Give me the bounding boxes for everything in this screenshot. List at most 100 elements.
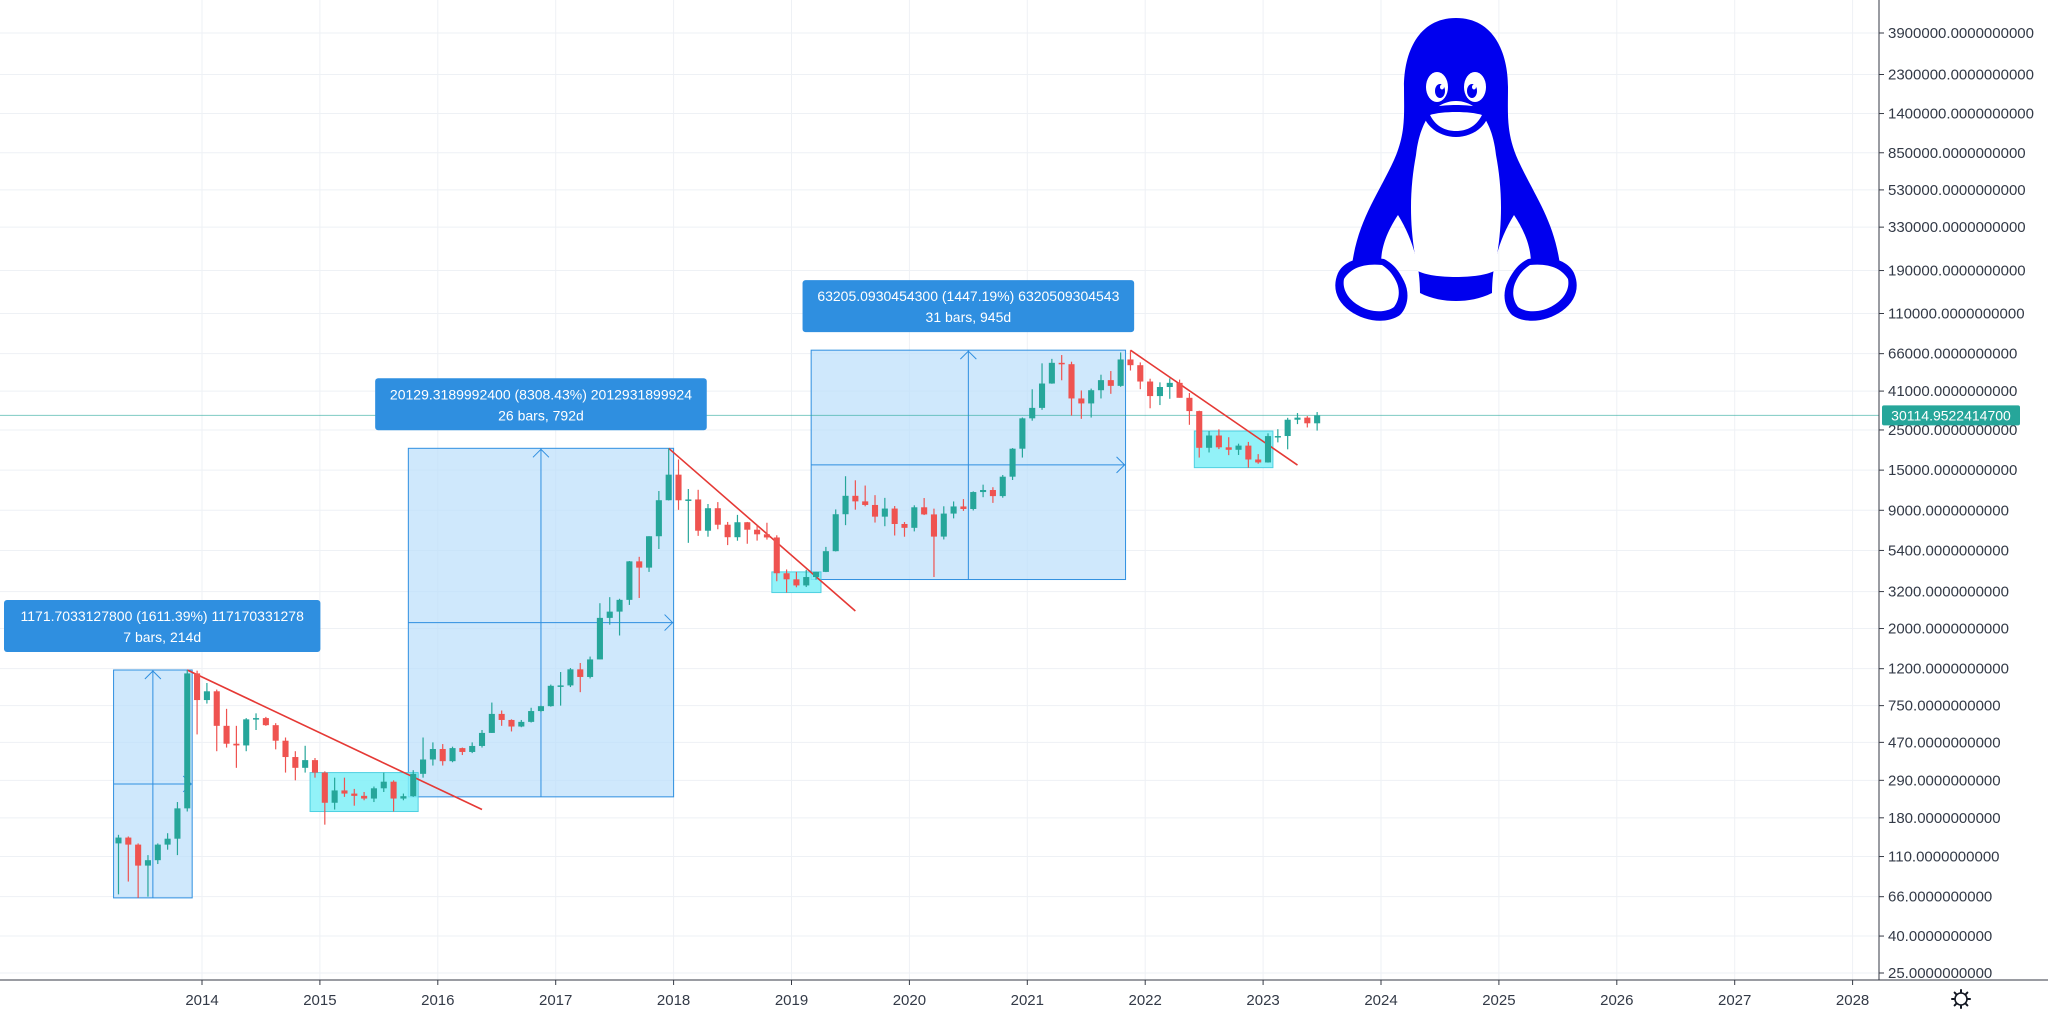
candle bbox=[380, 772, 387, 792]
candle-body bbox=[528, 711, 535, 722]
candle bbox=[793, 571, 800, 588]
candle-body bbox=[1225, 447, 1232, 450]
candle-body bbox=[223, 725, 230, 744]
price-tick-label: 180.0000000000 bbox=[1888, 810, 2001, 827]
price-tick-label: 330000.0000000000 bbox=[1888, 219, 2026, 236]
candle bbox=[734, 514, 741, 541]
last-price-tag: 30114.9522414700 bbox=[1882, 405, 2020, 426]
candle bbox=[695, 489, 702, 536]
candle-body bbox=[1186, 397, 1193, 412]
candle-body bbox=[940, 513, 947, 537]
candle bbox=[144, 855, 152, 897]
candle-body bbox=[272, 725, 279, 741]
candle bbox=[960, 499, 967, 511]
candle bbox=[498, 710, 505, 726]
candle-body bbox=[793, 579, 800, 586]
candle bbox=[203, 683, 210, 704]
candle bbox=[940, 506, 947, 540]
price-axis[interactable]: 3900000.0000000000 2300000.0000000000 1400… bbox=[1878, 0, 2048, 982]
price-tick-label: 5400.0000000000 bbox=[1888, 542, 2009, 559]
price-tick-label: 750.0000000000 bbox=[1888, 698, 2001, 715]
arrow-head-right bbox=[664, 614, 674, 631]
candle-body bbox=[144, 860, 152, 866]
candle-body bbox=[311, 760, 319, 773]
price-tick-label: 530000.0000000000 bbox=[1888, 182, 2026, 199]
candle-body bbox=[194, 673, 201, 701]
range-box-2 bbox=[407, 447, 675, 798]
candle-body bbox=[361, 795, 368, 799]
price-tick-label: 25000.0000000000 bbox=[1888, 422, 2017, 439]
candle-body bbox=[380, 781, 387, 789]
candle bbox=[724, 521, 731, 546]
candle bbox=[921, 498, 928, 516]
gear-icon[interactable] bbox=[1951, 989, 1971, 1009]
candle bbox=[115, 834, 122, 895]
candle bbox=[429, 742, 436, 766]
candle-body bbox=[1117, 359, 1124, 386]
time-tick-label: 2027 bbox=[1718, 992, 1751, 1009]
candle-body bbox=[970, 492, 977, 509]
candle-body bbox=[478, 732, 486, 746]
candle-body bbox=[950, 506, 957, 514]
candle-body bbox=[921, 507, 928, 515]
range-box-1 bbox=[113, 669, 193, 899]
candle bbox=[1068, 361, 1075, 416]
candle bbox=[754, 525, 761, 541]
candle-body bbox=[665, 474, 672, 501]
candle-body bbox=[1304, 417, 1311, 424]
price-tick-label: 41000.0000000000 bbox=[1888, 383, 2017, 400]
candle bbox=[1019, 417, 1026, 458]
candle bbox=[822, 546, 829, 573]
candle bbox=[989, 487, 996, 503]
candle bbox=[508, 719, 515, 732]
penguin-icon bbox=[1335, 18, 1577, 321]
price-tick-label: 40.0000000000 bbox=[1888, 928, 1992, 945]
candle bbox=[862, 485, 869, 507]
candle bbox=[606, 597, 613, 625]
candle bbox=[999, 474, 1006, 498]
candle bbox=[970, 491, 977, 511]
price-tick-label: 290.0000000000 bbox=[1888, 772, 2001, 789]
price-tick-label: 190000.0000000000 bbox=[1888, 263, 2026, 280]
candle-body bbox=[370, 788, 377, 799]
candle bbox=[1235, 443, 1242, 455]
candle bbox=[842, 476, 849, 526]
time-axis[interactable]: 2014 2015 2016 2017 2018 2019 2020 2021 2022 2023… bbox=[0, 979, 2048, 1017]
candle-body bbox=[135, 844, 142, 866]
candle-body bbox=[606, 611, 613, 618]
candle bbox=[1097, 374, 1105, 399]
candle-body bbox=[252, 718, 260, 720]
price-axis-background bbox=[1879, 0, 2048, 980]
candle bbox=[1137, 362, 1144, 390]
time-tick-label: 2017 bbox=[539, 992, 572, 1009]
candle-body bbox=[1019, 418, 1026, 449]
candle bbox=[420, 737, 427, 778]
candle bbox=[459, 747, 466, 756]
candle-body bbox=[862, 501, 869, 505]
candle bbox=[587, 656, 594, 679]
candle-body bbox=[233, 743, 240, 746]
candle bbox=[537, 705, 545, 713]
time-tick-label: 2021 bbox=[1011, 992, 1044, 1009]
candle bbox=[154, 843, 161, 865]
candle-body bbox=[783, 573, 790, 580]
range-labels: 1171.7033127800 (1611.39%) 117170331278 7… bbox=[4, 280, 1135, 653]
candle bbox=[125, 836, 132, 882]
range-label-background bbox=[4, 600, 321, 653]
candle bbox=[871, 495, 879, 523]
candle bbox=[980, 484, 987, 498]
time-tick-label: 2016 bbox=[421, 992, 454, 1009]
price-tick-label: 2300000.0000000000 bbox=[1888, 67, 2034, 84]
candle-body bbox=[980, 489, 987, 493]
candle bbox=[832, 509, 839, 552]
candle bbox=[321, 771, 328, 825]
candle-body bbox=[498, 713, 505, 720]
candle bbox=[341, 777, 348, 797]
candle-body bbox=[547, 685, 554, 707]
candle bbox=[803, 569, 810, 588]
candle bbox=[1048, 358, 1055, 384]
candle-body bbox=[1235, 445, 1242, 450]
range-label-line2: 31 bars, 945d bbox=[926, 309, 1012, 325]
candle bbox=[1176, 379, 1183, 398]
